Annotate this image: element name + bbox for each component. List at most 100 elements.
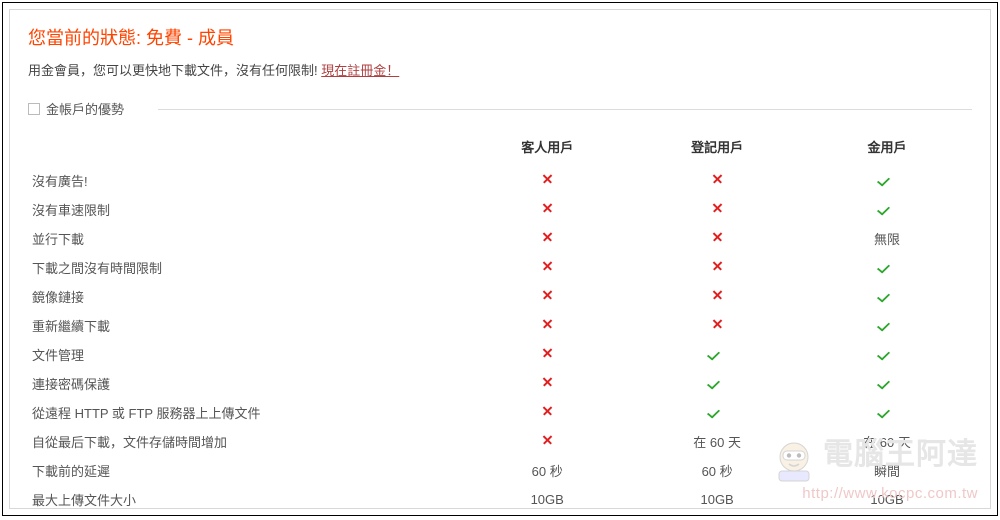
cell-text: 瞬間: [874, 464, 900, 479]
check-icon: [708, 375, 726, 389]
cell-guest: [462, 253, 632, 282]
cell-guest: [462, 224, 632, 253]
feature-label: 重新繼續下載: [28, 311, 462, 340]
cell-registered: [632, 195, 802, 224]
col-gold: 金用戶: [802, 131, 972, 166]
col-registered: 登記用戶: [632, 131, 802, 166]
cell-gold: [802, 369, 972, 398]
cell-guest: [462, 398, 632, 427]
table-row: 自從最后下載，文件存儲時間增加 在 60 天 在 60 天: [28, 427, 972, 456]
section-header: 金帳戶的優勢: [28, 99, 972, 119]
table-body: 沒有廣告!沒有車速限制並行下載 無限下載之間沒有時間限制鏡像鏈接重新繼續下載文件管…: [28, 166, 972, 514]
check-icon: [708, 346, 726, 360]
status-subtitle: 用金會員，您可以更快地下載文件，沒有任何限制! 現在註冊金！: [28, 60, 972, 79]
cell-text: 在 60 天: [863, 435, 911, 450]
table-row: 沒有廣告!: [28, 166, 972, 195]
cell-gold: [802, 253, 972, 282]
feature-label: 文件管理: [28, 340, 462, 369]
x-icon: [708, 259, 726, 273]
x-icon: [538, 404, 556, 418]
x-icon: [708, 201, 726, 215]
content-panel: 您當前的狀態: 免費 - 成員 用金會員，您可以更快地下載文件，沒有任何限制! …: [9, 9, 991, 509]
table-row: 最大上傳文件大小10GB10GB10GB: [28, 485, 972, 514]
feature-label: 下載之間沒有時間限制: [28, 253, 462, 282]
status-subtitle-text: 用金會員，您可以更快地下載文件，沒有任何限制!: [28, 63, 321, 78]
feature-label: 鏡像鏈接: [28, 282, 462, 311]
x-icon: [538, 346, 556, 360]
cell-registered: [632, 340, 802, 369]
check-icon: [878, 201, 896, 215]
cell-registered: [632, 166, 802, 195]
cell-guest: [462, 282, 632, 311]
cell-registered: [632, 398, 802, 427]
check-icon: [878, 375, 896, 389]
cell-text: 60 秒: [532, 464, 563, 479]
cell-text: 10GB: [700, 492, 733, 507]
cell-gold: 無限: [802, 224, 972, 253]
x-icon: [538, 172, 556, 186]
x-icon: [708, 230, 726, 244]
cell-registered: [632, 311, 802, 340]
table-row: 鏡像鏈接: [28, 282, 972, 311]
cell-registered: [632, 253, 802, 282]
feature-label: 自從最后下載，文件存儲時間增加: [28, 427, 462, 456]
status-title: 您當前的狀態: 免費 - 成員: [28, 24, 972, 50]
check-icon: [878, 346, 896, 360]
check-icon: [878, 172, 896, 186]
cell-registered: [632, 369, 802, 398]
feature-label: 下載前的延遲: [28, 456, 462, 485]
cell-registered: [632, 282, 802, 311]
x-icon: [538, 317, 556, 331]
cell-registered: 10GB: [632, 485, 802, 514]
table-row: 重新繼續下載: [28, 311, 972, 340]
table-header-row: 客人用戶 登記用戶 金用戶: [28, 131, 972, 166]
cell-text: 無限: [874, 232, 900, 247]
table-row: 沒有車速限制: [28, 195, 972, 224]
collapse-box-icon[interactable]: [28, 103, 40, 115]
x-icon: [538, 230, 556, 244]
x-icon: [708, 172, 726, 186]
x-icon: [538, 375, 556, 389]
col-guest: 客人用戶: [462, 131, 632, 166]
table-row: 下載之間沒有時間限制: [28, 253, 972, 282]
cell-text: 10GB: [870, 492, 903, 507]
table-row: 下載前的延遲 60 秒 60 秒 瞬間: [28, 456, 972, 485]
cell-gold: 在 60 天: [802, 427, 972, 456]
check-icon: [878, 404, 896, 418]
cell-gold: 瞬間: [802, 456, 972, 485]
col-feature: [28, 131, 462, 166]
cell-gold: [802, 398, 972, 427]
table-row: 連接密碼保護: [28, 369, 972, 398]
x-icon: [708, 288, 726, 302]
cell-text: 在 60 天: [693, 435, 741, 450]
x-icon: [538, 288, 556, 302]
cell-registered: 在 60 天: [632, 427, 802, 456]
x-icon: [538, 433, 556, 447]
x-icon: [538, 201, 556, 215]
check-icon: [878, 288, 896, 302]
outer-frame: 您當前的狀態: 免費 - 成員 用金會員，您可以更快地下載文件，沒有任何限制! …: [2, 2, 998, 516]
table-row: 文件管理: [28, 340, 972, 369]
check-icon: [708, 404, 726, 418]
cell-registered: [632, 224, 802, 253]
cell-gold: [802, 282, 972, 311]
feature-label: 沒有車速限制: [28, 195, 462, 224]
table-row: 從遠程 HTTP 或 FTP 服務器上上傳文件: [28, 398, 972, 427]
section-divider: [158, 109, 972, 110]
cell-text: 60 秒: [702, 464, 733, 479]
cell-gold: [802, 340, 972, 369]
cell-gold: [802, 166, 972, 195]
cell-gold: 10GB: [802, 485, 972, 514]
register-gold-link[interactable]: 現在註冊金！: [321, 63, 399, 78]
x-icon: [538, 259, 556, 273]
features-table: 客人用戶 登記用戶 金用戶 沒有廣告!沒有車速限制並行下載 無限下載之間沒有時間限…: [28, 131, 972, 514]
cell-registered: 60 秒: [632, 456, 802, 485]
feature-label: 並行下載: [28, 224, 462, 253]
cell-text: 10GB: [531, 492, 564, 507]
cell-guest: 60 秒: [462, 456, 632, 485]
cell-gold: [802, 195, 972, 224]
feature-label: 連接密碼保護: [28, 369, 462, 398]
table-row: 並行下載 無限: [28, 224, 972, 253]
cell-guest: 10GB: [462, 485, 632, 514]
cell-guest: [462, 195, 632, 224]
